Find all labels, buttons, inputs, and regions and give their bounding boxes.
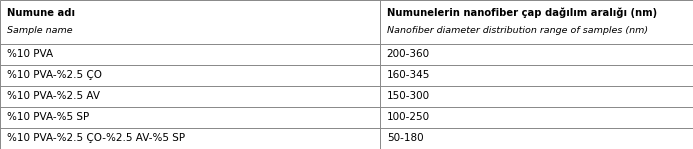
Text: %10 PVA-%2.5 AV: %10 PVA-%2.5 AV (7, 91, 100, 101)
Text: %10 PVA-%5 SP: %10 PVA-%5 SP (7, 112, 89, 122)
Text: %10 PVA: %10 PVA (7, 49, 53, 59)
Text: 100-250: 100-250 (387, 112, 430, 122)
Text: Nanofiber diameter distribution range of samples (nm): Nanofiber diameter distribution range of… (387, 26, 648, 35)
Text: %10 PVA-%2.5 ÇO: %10 PVA-%2.5 ÇO (7, 70, 102, 80)
Text: 160-345: 160-345 (387, 70, 430, 80)
Text: %10 PVA-%2.5 ÇO-%2.5 AV-%5 SP: %10 PVA-%2.5 ÇO-%2.5 AV-%5 SP (7, 134, 185, 143)
Text: Numunelerin nanofiber çap dağılım aralığı (nm): Numunelerin nanofiber çap dağılım aralığ… (387, 7, 657, 18)
Text: 50-180: 50-180 (387, 134, 423, 143)
Text: 150-300: 150-300 (387, 91, 430, 101)
Text: Numune adı: Numune adı (7, 8, 75, 18)
Text: 200-360: 200-360 (387, 49, 430, 59)
Text: Sample name: Sample name (7, 26, 73, 35)
